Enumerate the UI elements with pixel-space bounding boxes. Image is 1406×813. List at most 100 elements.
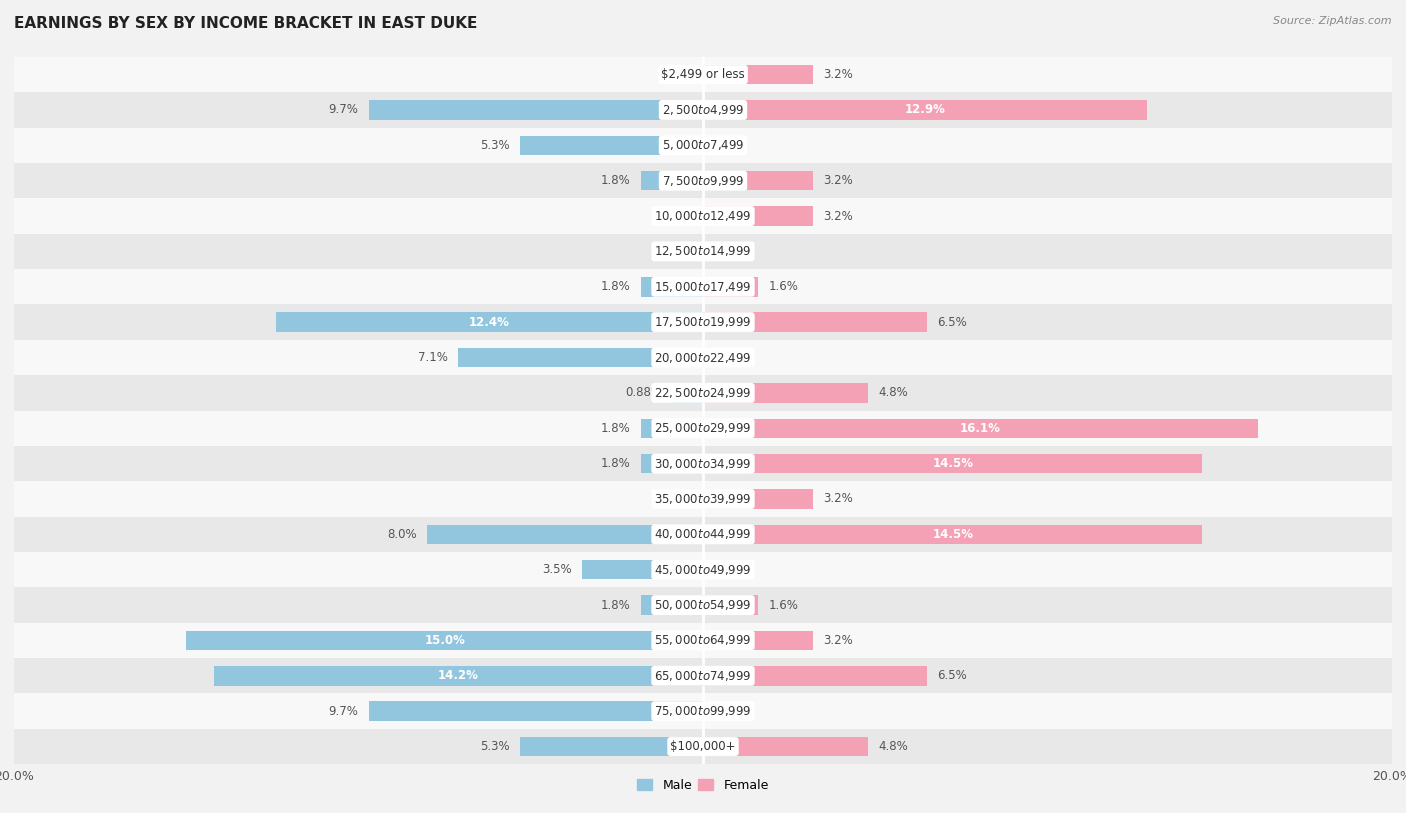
Text: 4.8%: 4.8% — [879, 386, 908, 399]
Text: 1.8%: 1.8% — [600, 422, 631, 435]
Bar — [458, 348, 703, 367]
Text: 14.5%: 14.5% — [932, 457, 973, 470]
Bar — [703, 100, 1147, 120]
Text: $45,000 to $49,999: $45,000 to $49,999 — [654, 563, 752, 576]
Bar — [641, 277, 703, 297]
Text: 1.8%: 1.8% — [600, 280, 631, 293]
Text: $100,000+: $100,000+ — [671, 740, 735, 753]
Text: 0.0%: 0.0% — [664, 210, 693, 223]
Text: 3.2%: 3.2% — [824, 634, 853, 647]
Bar — [368, 702, 703, 721]
Text: $55,000 to $64,999: $55,000 to $64,999 — [654, 633, 752, 647]
Text: 0.0%: 0.0% — [713, 705, 742, 718]
Text: $17,500 to $19,999: $17,500 to $19,999 — [654, 315, 752, 329]
Text: 0.0%: 0.0% — [664, 493, 693, 506]
Bar — [14, 340, 1392, 375]
Text: 8.0%: 8.0% — [388, 528, 418, 541]
Text: 6.5%: 6.5% — [938, 315, 967, 328]
Bar — [427, 524, 703, 544]
Text: $2,500 to $4,999: $2,500 to $4,999 — [662, 103, 744, 117]
Text: 5.3%: 5.3% — [481, 139, 510, 152]
Bar — [14, 233, 1392, 269]
Text: 15.0%: 15.0% — [425, 634, 465, 647]
Text: $5,000 to $7,499: $5,000 to $7,499 — [662, 138, 744, 152]
Bar — [641, 454, 703, 473]
Text: 3.2%: 3.2% — [824, 210, 853, 223]
Bar — [186, 631, 703, 650]
Bar — [641, 595, 703, 615]
Text: 9.7%: 9.7% — [329, 103, 359, 116]
Text: $65,000 to $74,999: $65,000 to $74,999 — [654, 669, 752, 683]
Text: $30,000 to $34,999: $30,000 to $34,999 — [654, 457, 752, 471]
Bar — [703, 631, 813, 650]
Text: 6.5%: 6.5% — [938, 669, 967, 682]
Text: $2,499 or less: $2,499 or less — [661, 68, 745, 81]
Text: 3.2%: 3.2% — [824, 174, 853, 187]
Bar — [672, 383, 703, 402]
Bar — [14, 659, 1392, 693]
Bar — [14, 163, 1392, 198]
Text: $40,000 to $44,999: $40,000 to $44,999 — [654, 528, 752, 541]
Text: 3.2%: 3.2% — [824, 493, 853, 506]
Text: 1.6%: 1.6% — [769, 280, 799, 293]
Bar — [641, 171, 703, 190]
Bar — [703, 489, 813, 509]
Text: $22,500 to $24,999: $22,500 to $24,999 — [654, 386, 752, 400]
Text: $7,500 to $9,999: $7,500 to $9,999 — [662, 174, 744, 188]
Bar — [368, 100, 703, 120]
Text: 0.0%: 0.0% — [713, 139, 742, 152]
Text: $20,000 to $22,499: $20,000 to $22,499 — [654, 350, 752, 364]
Text: 12.4%: 12.4% — [470, 315, 510, 328]
Bar — [214, 666, 703, 685]
Bar — [14, 693, 1392, 729]
Bar — [520, 136, 703, 155]
Text: 1.8%: 1.8% — [600, 457, 631, 470]
Bar — [14, 481, 1392, 517]
Text: 16.1%: 16.1% — [960, 422, 1001, 435]
Bar — [14, 411, 1392, 446]
Bar — [14, 552, 1392, 587]
Text: $35,000 to $39,999: $35,000 to $39,999 — [654, 492, 752, 506]
Bar — [14, 92, 1392, 128]
Bar — [703, 666, 927, 685]
Text: 3.2%: 3.2% — [824, 68, 853, 81]
Bar — [703, 737, 869, 756]
Text: 1.8%: 1.8% — [600, 598, 631, 611]
Text: 3.5%: 3.5% — [543, 563, 572, 576]
Bar — [703, 171, 813, 190]
Text: $15,000 to $17,499: $15,000 to $17,499 — [654, 280, 752, 293]
Bar — [14, 729, 1392, 764]
Text: 1.6%: 1.6% — [769, 598, 799, 611]
Bar — [14, 304, 1392, 340]
Bar — [703, 524, 1202, 544]
Bar — [276, 312, 703, 332]
Bar — [14, 376, 1392, 411]
Bar — [703, 65, 813, 85]
Bar — [703, 207, 813, 226]
Text: 0.0%: 0.0% — [664, 68, 693, 81]
Text: EARNINGS BY SEX BY INCOME BRACKET IN EAST DUKE: EARNINGS BY SEX BY INCOME BRACKET IN EAS… — [14, 16, 478, 31]
Bar — [520, 737, 703, 756]
Bar — [703, 419, 1257, 438]
Text: 0.0%: 0.0% — [713, 245, 742, 258]
Text: 1.8%: 1.8% — [600, 174, 631, 187]
Text: 0.0%: 0.0% — [713, 351, 742, 364]
Bar — [703, 383, 869, 402]
Bar — [14, 587, 1392, 623]
Bar — [14, 128, 1392, 163]
Text: $50,000 to $54,999: $50,000 to $54,999 — [654, 598, 752, 612]
Bar — [14, 517, 1392, 552]
Text: 0.0%: 0.0% — [664, 245, 693, 258]
Bar — [14, 446, 1392, 481]
Text: $75,000 to $99,999: $75,000 to $99,999 — [654, 704, 752, 718]
Text: 0.0%: 0.0% — [713, 563, 742, 576]
Text: 4.8%: 4.8% — [879, 740, 908, 753]
Text: $25,000 to $29,999: $25,000 to $29,999 — [654, 421, 752, 435]
Bar — [14, 57, 1392, 92]
Bar — [14, 623, 1392, 659]
Bar — [582, 560, 703, 580]
Text: $12,500 to $14,999: $12,500 to $14,999 — [654, 245, 752, 259]
Legend: Male, Female: Male, Female — [633, 774, 773, 797]
Bar — [641, 419, 703, 438]
Text: 14.5%: 14.5% — [932, 528, 973, 541]
